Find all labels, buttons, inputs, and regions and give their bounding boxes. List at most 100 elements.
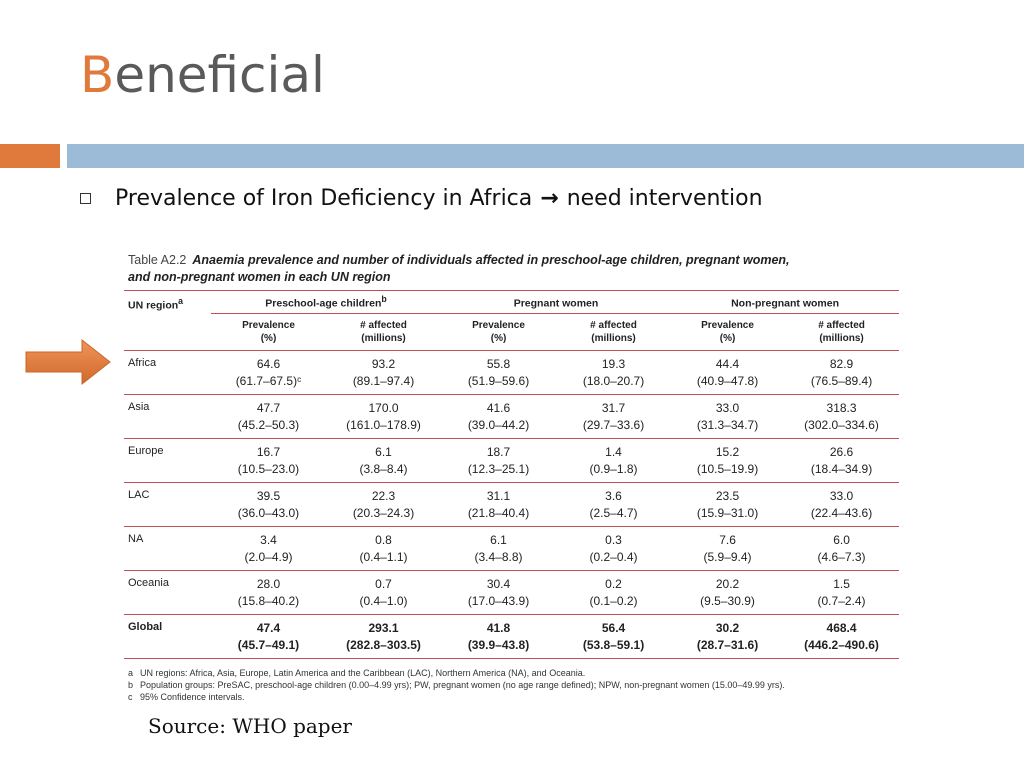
value-cell: 15.2 (10.5–19.9)	[671, 438, 785, 483]
confidence-interval: (0.2–0.4)	[589, 549, 638, 564]
table-caption: Table A2.2 Anaemia prevalence and number …	[124, 252, 899, 286]
confidence-interval: (53.8–59.1)	[582, 637, 645, 652]
table-title-line-2: and non-pregnant women in each UN region	[128, 270, 391, 284]
value-cell: 56.4 (53.8–59.1)	[556, 614, 672, 659]
sub-header: Prevalence (%)	[211, 313, 326, 351]
confidence-interval: (89.1–97.4)	[352, 373, 415, 388]
pointer-arrow-icon	[25, 338, 111, 386]
estimate-value: 22.3	[371, 488, 396, 503]
confidence-interval: (0.1–0.2)	[589, 593, 638, 608]
table-row: Oceania 28.0 (15.8–40.2) 0.7 (0.4–1.0) 30.4 (1…	[124, 570, 900, 615]
value-cell: 6.0 (4.6–7.3)	[784, 526, 900, 571]
estimate-value: 31.7	[601, 400, 626, 415]
estimate-value: 0.3	[605, 532, 622, 547]
region-cell: NA	[124, 526, 211, 571]
value-cell: 3.6 (2.5–4.7)	[556, 482, 672, 527]
group-header-pregnant: Pregnant women	[441, 290, 672, 314]
confidence-interval: (0.7–2.4)	[817, 593, 866, 608]
confidence-interval: (0.4–1.1)	[359, 549, 408, 564]
value-cell: 44.4 (40.9–47.8)	[671, 350, 785, 395]
footnote-mark: a	[128, 668, 134, 678]
estimate-value: 41.8	[486, 620, 511, 635]
estimate-value: 31.1	[486, 488, 511, 503]
table-body: Africa 64.6 (61.7–67.5)ᶜ 93.2 (89.1–97.4) 55.…	[124, 350, 900, 659]
estimate-value: 15.2	[715, 444, 740, 459]
bullet-point: Prevalence of Iron Deficiency in Africa …	[80, 182, 763, 214]
estimate-value: 30.4	[486, 576, 511, 591]
estimate-value: 20.2	[715, 576, 740, 591]
estimate-value: 47.4	[256, 620, 281, 635]
confidence-interval: (76.5–89.4)	[810, 373, 873, 388]
value-cell: 31.1 (21.8–40.4)	[441, 482, 557, 527]
table-label: Table A2.2	[128, 253, 187, 267]
bullet-text: Prevalence of Iron Deficiency in Africa …	[115, 186, 763, 211]
confidence-interval: (18.0–20.7)	[582, 373, 645, 388]
confidence-interval: (39.9–43.8)	[467, 637, 530, 652]
value-cell: 7.6 (5.9–9.4)	[671, 526, 785, 571]
confidence-interval: (5.9–9.4)	[703, 549, 752, 564]
header-band	[67, 144, 1024, 168]
footnote: b Population groups: PreSAC, preschool-ag…	[128, 679, 899, 691]
estimate-value: 6.1	[375, 444, 392, 459]
confidence-interval: (18.4–34.9)	[810, 461, 873, 476]
value-cell: 64.6 (61.7–67.5)ᶜ	[211, 350, 326, 395]
estimate-value: 28.0	[256, 576, 281, 591]
table-title-line-1: Anaemia prevalence and number of individ…	[192, 253, 790, 267]
confidence-interval: (31.3–34.7)	[696, 417, 759, 432]
confidence-interval: (40.9–47.8)	[696, 373, 759, 388]
confidence-interval: (282.8–303.5)	[346, 637, 421, 652]
estimate-value: 6.1	[490, 532, 507, 547]
estimate-value: 33.0	[829, 488, 854, 503]
table-row: Global 47.4 (45.7–49.1) 293.1 (282.8–303.5) 4…	[124, 614, 900, 659]
group-header-preschool: Preschool-age childrenb	[211, 290, 442, 314]
region-cell: Global	[124, 614, 211, 659]
estimate-value: 30.2	[715, 620, 740, 635]
estimate-value: 0.8	[375, 532, 392, 547]
region-header-mark: a	[178, 296, 184, 306]
estimate-value: 318.3	[826, 400, 857, 415]
confidence-interval: (9.5–30.9)	[700, 593, 755, 608]
confidence-interval: (28.7–31.6)	[696, 637, 759, 652]
estimate-value: 170.0	[368, 400, 399, 415]
value-cell: 28.0 (15.8–40.2)	[211, 570, 326, 615]
sub-header: # affected (millions)	[326, 313, 442, 351]
value-cell: 33.0 (31.3–34.7)	[671, 394, 785, 439]
footnote-mark: c	[128, 692, 133, 702]
confidence-interval: (15.9–31.0)	[696, 505, 759, 520]
estimate-value: 82.9	[829, 356, 854, 371]
value-cell: 47.7 (45.2–50.3)	[211, 394, 326, 439]
value-cell: 22.3 (20.3–24.3)	[326, 482, 442, 527]
sub-header: Prevalence (%)	[441, 313, 557, 351]
anaemia-table-figure: Table A2.2 Anaemia prevalence and number …	[124, 252, 900, 703]
slide-title: Beneficial	[80, 50, 325, 100]
estimate-value: 18.7	[486, 444, 511, 459]
value-cell: 26.6 (18.4–34.9)	[784, 438, 900, 483]
value-cell: 82.9 (76.5–89.4)	[784, 350, 900, 395]
value-cell: 318.3 (302.0–334.6)	[784, 394, 900, 439]
footnote-text: UN regions: Africa, Asia, Europe, Latin …	[140, 668, 586, 678]
region-cell: Europe	[124, 438, 211, 483]
confidence-interval: (10.5–23.0)	[237, 461, 300, 476]
confidence-interval: (15.8–40.2)	[237, 593, 300, 608]
anaemia-table: UN regiona Preschool-age childrenb Pregn…	[124, 290, 900, 659]
square-bullet-icon	[80, 192, 91, 204]
estimate-value: 1.4	[605, 444, 622, 459]
confidence-interval: (4.6–7.3)	[817, 549, 866, 564]
estimate-value: 7.6	[719, 532, 736, 547]
value-cell: 41.6 (39.0–44.2)	[441, 394, 557, 439]
value-cell: 55.8 (51.9–59.6)	[441, 350, 557, 395]
confidence-interval: (22.4–43.6)	[810, 505, 873, 520]
estimate-value: 19.3	[601, 356, 626, 371]
estimate-value: 44.4	[715, 356, 740, 371]
footnote: a UN regions: Africa, Asia, Europe, Latin…	[128, 667, 899, 679]
confidence-interval: (39.0–44.2)	[467, 417, 530, 432]
sub-header: # affected (millions)	[556, 313, 672, 351]
confidence-interval: (161.0–178.9)	[346, 417, 421, 432]
confidence-interval: (45.7–49.1)	[237, 637, 300, 652]
value-cell: 6.1 (3.8–8.4)	[326, 438, 442, 483]
region-header: UN regiona	[124, 290, 211, 351]
slide-title-initial: B	[80, 46, 115, 104]
value-cell: 16.7 (10.5–23.0)	[211, 438, 326, 483]
value-cell: 30.4 (17.0–43.9)	[441, 570, 557, 615]
confidence-interval: (2.0–4.9)	[244, 549, 293, 564]
